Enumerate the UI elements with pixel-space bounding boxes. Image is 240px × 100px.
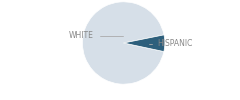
Text: HISPANIC: HISPANIC — [149, 39, 193, 48]
Wedge shape — [124, 35, 165, 52]
Legend: 93.5%, 6.5%: 93.5%, 6.5% — [85, 98, 162, 100]
Text: WHITE: WHITE — [69, 31, 123, 40]
Wedge shape — [82, 2, 164, 84]
